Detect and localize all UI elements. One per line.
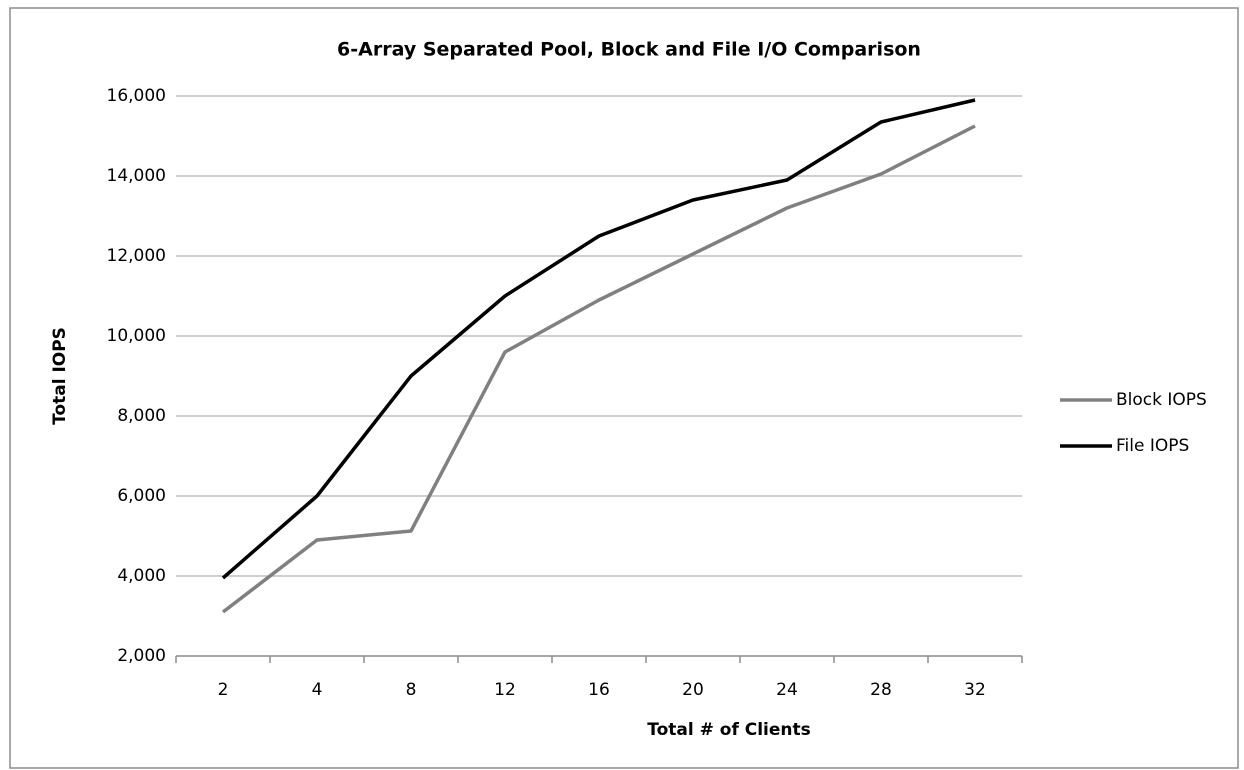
series-line <box>221 98 976 580</box>
y-tick-label: 8,000 <box>117 406 166 426</box>
chart-title: 6-Array Separated Pool, Block and File I… <box>337 39 921 61</box>
legend-label: File IOPS <box>1116 436 1189 456</box>
chart-frame <box>9 7 1239 769</box>
x-tick-label: 28 <box>870 680 892 700</box>
x-axis-label: Total # of Clients <box>647 720 811 740</box>
y-tick-label: 12,000 <box>107 246 166 266</box>
legend-label: Block IOPS <box>1116 390 1207 410</box>
y-tick-label: 10,000 <box>107 326 166 346</box>
y-tick-label: 4,000 <box>117 566 166 586</box>
y-tick-label: 16,000 <box>107 86 166 106</box>
x-tick-label: 4 <box>312 680 323 700</box>
y-tick-label: 2,000 <box>117 646 166 666</box>
x-tick-label: 8 <box>406 680 417 700</box>
x-tick-label: 12 <box>494 680 516 700</box>
x-tick-label: 24 <box>776 680 798 700</box>
series-line <box>221 124 976 614</box>
x-tick-label: 2 <box>218 680 229 700</box>
y-axis-label: Total IOPS <box>50 327 70 425</box>
y-tick-label: 6,000 <box>117 486 166 506</box>
x-tick-label: 16 <box>588 680 610 700</box>
x-tick-label: 32 <box>964 680 986 700</box>
x-tick-label: 20 <box>682 680 704 700</box>
y-tick-label: 14,000 <box>107 166 166 186</box>
